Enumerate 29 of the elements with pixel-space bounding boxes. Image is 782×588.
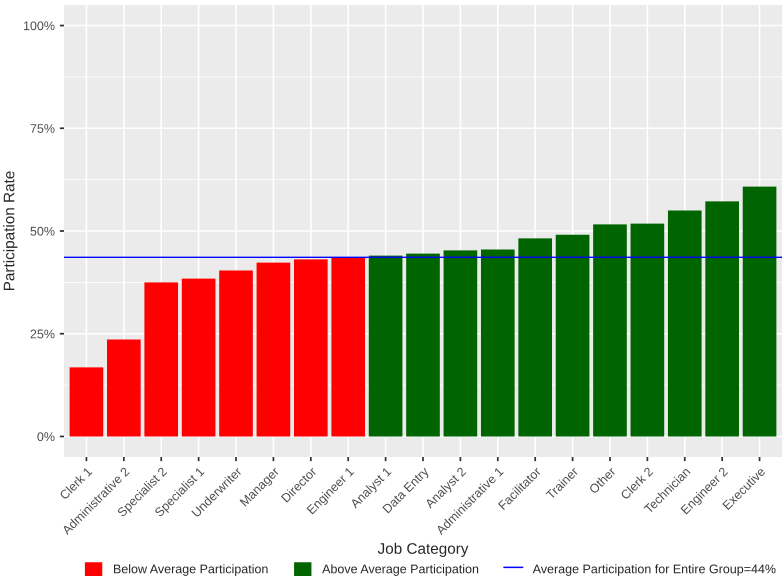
bar xyxy=(144,282,178,436)
bar xyxy=(107,339,141,436)
bar xyxy=(480,249,515,436)
bar xyxy=(556,234,590,436)
y-tick-label: 0% xyxy=(37,432,55,442)
bar xyxy=(70,367,104,436)
y-tick-label: 75% xyxy=(30,124,55,133)
bar xyxy=(630,224,664,436)
legend-label: Above Average Participation xyxy=(322,564,478,576)
x-axis-title: Job Category xyxy=(378,542,468,557)
y-tick-label: 25% xyxy=(30,330,55,338)
bar xyxy=(294,259,328,436)
bar xyxy=(368,256,402,436)
bar xyxy=(518,238,552,436)
bar xyxy=(182,278,216,436)
y-tick-label: 50% xyxy=(30,226,55,236)
y-tick-label: 100% xyxy=(24,21,55,30)
legend-label: Below Average Participation xyxy=(114,564,268,576)
bar xyxy=(406,254,440,436)
bar xyxy=(219,270,253,436)
y-axis-title: Participation Rate xyxy=(3,171,18,290)
bar xyxy=(256,262,290,436)
bar xyxy=(593,224,627,436)
bar xyxy=(742,186,776,436)
bar xyxy=(668,210,702,436)
bar xyxy=(331,257,366,436)
bar xyxy=(705,201,739,436)
bar xyxy=(444,250,478,436)
legend-label: Average Participation for Entire Group=44% xyxy=(532,564,776,576)
